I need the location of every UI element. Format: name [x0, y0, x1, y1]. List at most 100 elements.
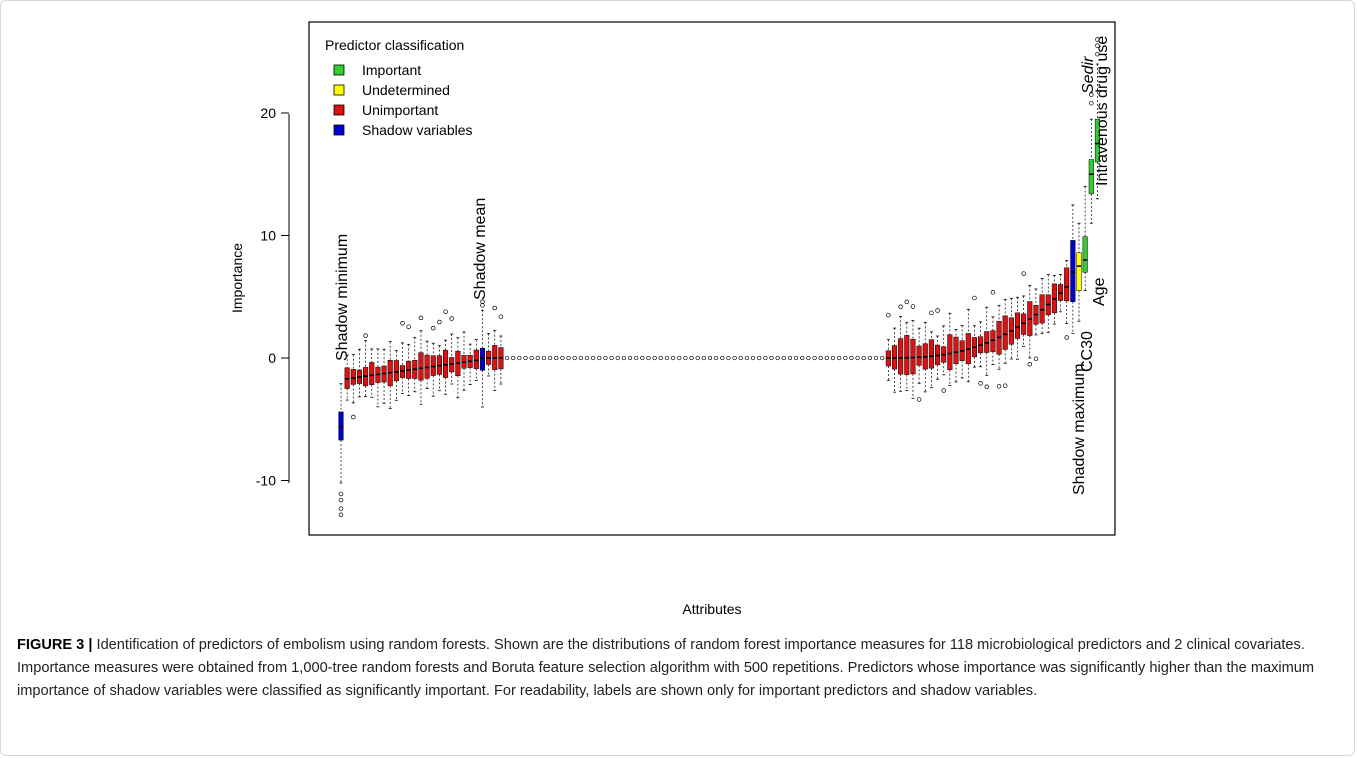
attribute-zero-marker	[837, 355, 842, 361]
attribute-box	[344, 354, 350, 401]
attribute-box	[910, 304, 916, 399]
box-outlier	[984, 384, 989, 390]
labeled-attribute-box	[1070, 204, 1076, 334]
box-outlier	[437, 319, 442, 325]
legend-swatch	[333, 124, 345, 136]
attribute-box	[436, 319, 442, 392]
x-axis-label: Attributes	[682, 601, 741, 617]
box-outlier	[910, 304, 916, 309]
attribute-zero-marker	[732, 355, 737, 361]
attribute-box	[393, 350, 399, 401]
attribute-box	[904, 299, 910, 391]
attribute-box	[965, 308, 971, 383]
labeled-attribute-box	[1076, 222, 1082, 322]
labeled-attribute-box	[338, 383, 344, 518]
box-body	[369, 362, 375, 385]
attribute-zero-marker	[757, 355, 762, 361]
box-outlier	[1095, 51, 1100, 57]
attribute-zero-marker	[560, 355, 565, 361]
attribute-box	[1051, 274, 1057, 325]
attribute-box	[971, 295, 978, 368]
box-body	[1088, 159, 1094, 195]
attribute-box	[916, 327, 922, 402]
attribute-box	[1008, 297, 1014, 360]
attribute-zero-marker	[867, 355, 873, 361]
box-outlier	[1021, 271, 1026, 276]
box-outlier	[1095, 43, 1100, 48]
attribute-zero-marker	[793, 355, 799, 361]
box-body	[1070, 240, 1076, 302]
attribute-zero-marker	[658, 355, 663, 361]
attribute-box	[1027, 284, 1033, 367]
attribute-zero-marker	[843, 355, 848, 361]
attribute-zero-marker	[634, 355, 639, 361]
attribute-box	[369, 348, 375, 398]
attribute-box	[922, 321, 928, 393]
y-tick-label: 20	[260, 105, 276, 121]
box-body	[898, 338, 904, 375]
box-outlier	[886, 312, 891, 318]
attribute-zero-marker	[572, 355, 577, 361]
attribute-box	[449, 316, 455, 385]
attribute-zero-marker	[763, 355, 768, 361]
attribute-zero-marker	[517, 355, 522, 361]
attribute-zero-marker	[597, 355, 602, 361]
box-outlier	[498, 314, 504, 319]
attribute-box	[941, 325, 947, 393]
box-body	[990, 330, 996, 352]
box-body	[393, 360, 399, 382]
attribute-zero-marker	[689, 355, 694, 361]
box-plot-layer	[338, 37, 1101, 518]
box-outlier	[978, 381, 983, 386]
attribute-zero-marker	[511, 355, 516, 361]
attribute-zero-marker	[627, 355, 633, 361]
attribute-box	[399, 321, 406, 394]
attribute-box	[947, 312, 953, 386]
attribute-zero-marker	[523, 355, 528, 361]
attribute-zero-marker	[861, 355, 866, 361]
box-body	[1021, 313, 1027, 335]
box-outlier	[1002, 383, 1008, 388]
box-outlier	[1064, 335, 1069, 340]
legend-label: Shadow variables	[362, 122, 473, 138]
attribute-zero-marker	[621, 355, 627, 361]
attribute-box	[1021, 271, 1027, 347]
plot-frame	[308, 21, 1116, 536]
attribute-zero-marker	[775, 355, 780, 361]
attribute-zero-marker	[787, 355, 793, 361]
attribute-zero-marker	[578, 355, 583, 361]
attribute-zero-marker	[584, 355, 590, 361]
box-body	[904, 335, 910, 375]
attribute-zero-marker	[566, 355, 571, 361]
attribute-zero-marker	[880, 355, 885, 361]
attribute-label: Shadow maximum	[1071, 363, 1088, 495]
box-body	[916, 345, 922, 366]
attribute-zero-marker	[812, 355, 817, 361]
box-outlier	[935, 308, 940, 313]
legend-title: Predictor classification	[325, 37, 464, 53]
attribute-zero-marker	[541, 355, 547, 361]
legend-label: Undetermined	[362, 82, 450, 98]
attribute-box	[412, 336, 418, 393]
box-outlier	[929, 310, 934, 316]
legend-swatch	[333, 104, 345, 116]
attribute-box	[430, 325, 436, 397]
attribute-zero-marker	[707, 355, 713, 361]
box-outlier	[916, 397, 922, 402]
attribute-box	[461, 331, 467, 391]
attribute-box	[406, 324, 412, 396]
caption-label: FIGURE 3 |	[17, 637, 93, 653]
attribute-zero-marker	[695, 355, 700, 361]
y-tick-label: 0	[268, 350, 276, 366]
box-body	[1039, 294, 1045, 324]
box-outlier	[400, 321, 405, 326]
box-outlier	[351, 414, 356, 420]
attribute-zero-marker	[750, 355, 756, 361]
attribute-box	[935, 308, 941, 380]
attribute-box	[996, 304, 1002, 389]
attribute-zero-marker	[720, 355, 725, 361]
box-body	[418, 352, 424, 381]
attribute-label: Intravenous drug use	[1094, 36, 1111, 186]
attribute-zero-marker	[535, 355, 540, 361]
labeled-attribute-box	[1094, 37, 1101, 200]
